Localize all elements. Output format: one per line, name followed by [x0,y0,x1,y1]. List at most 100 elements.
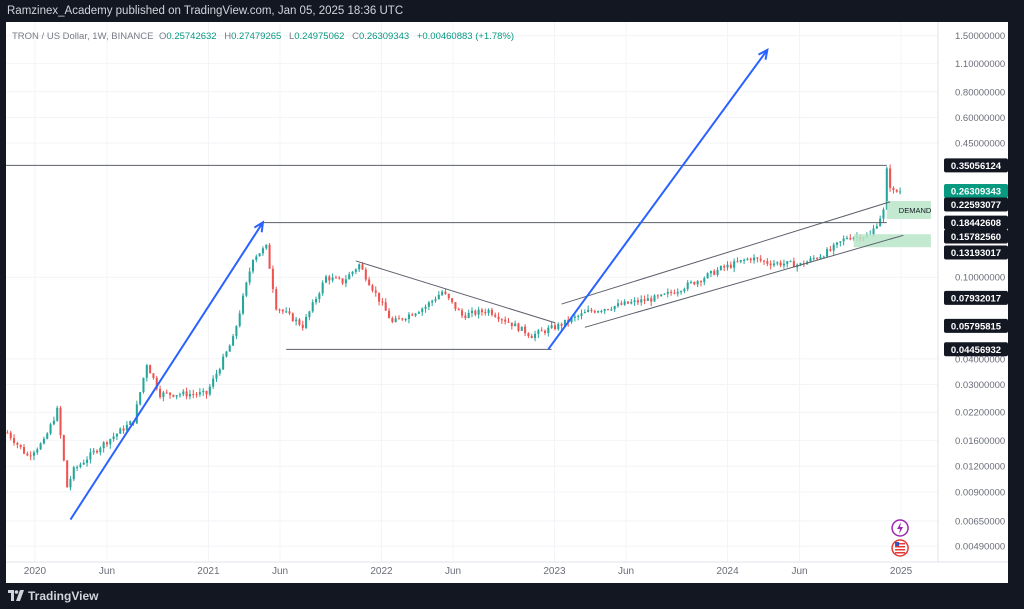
candle-down [451,298,454,303]
candles-layer [6,164,902,491]
candle-down [22,447,26,454]
candle-down [766,261,769,264]
candle-up [709,270,712,274]
projection-arrow-line [69,221,264,521]
candle-down [543,330,547,333]
candle-up [603,309,606,311]
candle-up [145,365,148,378]
candle-up [315,299,318,303]
candle-up [487,309,490,314]
close-value: 0.26309343 [359,31,409,42]
price-chart[interactable]: DEMAND 1.50000000 1.10000000 0.80000000 0.6… [6,22,1008,583]
price-label-value: 0.07932017 [951,293,1001,304]
candle-up [86,459,89,463]
candle-up [232,336,235,346]
candle-down [159,388,162,398]
candle-down [388,310,391,319]
price-label-tag [944,183,1008,198]
footer-bar: TradingView [0,583,1024,609]
candle-up [42,438,45,444]
candle-up [587,309,590,313]
candle-up [470,310,474,314]
candle-up [789,261,792,263]
candle-up [726,264,729,268]
candle-up [703,278,706,283]
us-flag-stripe [895,546,906,548]
candle-up [142,377,145,393]
candle-up [547,327,550,333]
candle-down [374,290,377,293]
candle-down [411,314,414,316]
lightning-icon [891,519,909,537]
candle-down [447,293,450,299]
candle-up [215,373,218,379]
x-tick-label: 2022 [370,566,393,577]
candle-up [613,306,616,310]
candle-up [716,269,719,275]
candle-up [222,356,225,370]
candle-up [162,392,165,398]
price-label-tag [944,342,1008,357]
candle-up [242,295,245,314]
candle-up [212,378,215,387]
candle-up [251,259,255,272]
candle-down [500,319,503,321]
candle-down [673,292,676,294]
candle-down [517,323,520,331]
candle-up [676,291,679,294]
candle-down [889,168,892,188]
candle-down [816,258,819,260]
candle-down [6,432,9,434]
candle-up [577,315,580,317]
tradingview-logo-icon[interactable] [8,590,24,601]
candle-down [494,314,497,317]
projection-arrow-head [758,48,769,60]
y-tick-label: 0.04000000 [955,354,1005,365]
candle-up [610,309,613,311]
price-label-tag [944,245,1008,260]
price-label-value: 0.15782560 [951,232,1001,243]
candle-up [616,303,620,307]
candle-up [109,439,112,445]
candle-down [895,190,898,192]
candle-down [474,310,477,315]
candle-up [135,404,138,424]
candle-up [139,392,142,405]
low-label: L [289,31,294,42]
candle-down [275,289,278,310]
candle-up [331,277,334,281]
price-label-value: 0.22593077 [951,200,1001,211]
candle-up [434,299,437,301]
y-tick-label: 0.45000000 [955,139,1005,150]
x-tick-label: Jun [445,566,461,577]
candle-up [112,436,115,440]
y-tick-label: 0.01200000 [955,462,1005,473]
high-label: H [224,31,231,42]
candle-down [334,277,337,279]
candle-up [580,313,583,316]
price-label-value: 0.05795815 [951,321,1002,332]
candle-up [261,248,264,254]
candle-down [364,269,367,280]
candle-down [749,258,752,261]
candle-up [248,271,251,283]
candle-down [195,394,198,396]
candle-up [182,391,185,395]
footer-brand[interactable]: TradingView [28,589,99,603]
chart-panel[interactable]: DEMAND 1.50000000 1.10000000 0.80000000 0.6… [6,22,1008,583]
candle-up [845,237,849,239]
candle-down [278,309,281,311]
candle-up [404,319,407,321]
candle-down [397,318,401,320]
candle-down [381,301,384,303]
candle-up [663,293,666,295]
candle-up [311,302,314,312]
candle-down [391,318,394,322]
x-tick-label: 2023 [543,566,566,577]
us-flag-stripe [895,552,906,554]
candle-down [553,325,556,330]
candle-down [759,258,762,261]
price-label-value: 0.04456932 [951,345,1001,356]
candle-down [461,310,464,316]
candle-up [99,448,102,453]
